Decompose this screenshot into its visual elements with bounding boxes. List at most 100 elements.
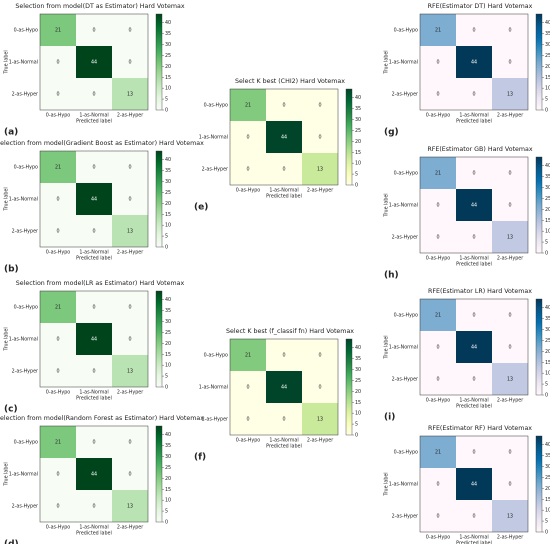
- x-axis-label: Predicted label: [76, 256, 112, 262]
- colorbar-tick-label: 0: [545, 108, 548, 114]
- y-tick-label: 2-as-Hyper: [202, 167, 228, 173]
- heatmap-cell: [112, 46, 148, 78]
- heatmap-cell: [76, 46, 112, 78]
- cell-label: 0: [472, 235, 475, 241]
- x-tick-label: 0-as-Hypo: [236, 188, 260, 194]
- cell-label: 21: [245, 103, 251, 109]
- plot-frame: [229, 338, 339, 436]
- cell-label: 0: [56, 229, 59, 235]
- heatmap-cell: [40, 323, 76, 355]
- cell-label: 0: [472, 28, 475, 34]
- x-axis-label: Predicted label: [266, 194, 302, 200]
- colorbar-tick-label: 0: [165, 385, 168, 391]
- cell-label: 0: [508, 203, 511, 209]
- heatmap-cell: [492, 468, 528, 500]
- colorbar-tick-label: 40: [545, 20, 550, 26]
- heatmap-cell: [302, 89, 338, 121]
- cell-label: 0: [128, 440, 131, 446]
- cell-label: 0: [508, 313, 511, 319]
- y-tick-label: 0-as-Hypo: [394, 171, 418, 177]
- heatmap-cell: [112, 183, 148, 215]
- heatmap-cell: [420, 78, 456, 110]
- colorbar-tick-label: 40: [545, 305, 550, 311]
- cell-label: 0: [246, 135, 249, 141]
- cell-label: 0: [92, 165, 95, 171]
- colorbar-tick-label: 30: [355, 367, 361, 373]
- panel-label: (a): [4, 128, 18, 138]
- x-axis-label: Predicted label: [456, 541, 492, 544]
- x-tick-label: 0-as-Hypo: [236, 438, 260, 444]
- colorbar-tick-label: 30: [165, 319, 171, 325]
- heatmap-cell: [456, 436, 492, 468]
- cell-label: 0: [246, 417, 249, 423]
- y-tick-label: 1-as-Normal: [9, 472, 38, 478]
- x-tick-label: 2-as-Hyper: [117, 113, 143, 119]
- heatmap-cell: [76, 458, 112, 490]
- cell-label: 0: [508, 28, 511, 34]
- cell-label: 21: [435, 171, 441, 177]
- colorbar-tick-label: 5: [545, 519, 548, 525]
- panel: Select K best (CHI2) Hard Votemax 21 0 0 0 44…: [194, 78, 361, 213]
- colorbar-tick-label: 35: [545, 31, 550, 37]
- colorbar: [345, 88, 353, 186]
- colorbar-tick-label: 25: [165, 330, 171, 336]
- x-tick-label: 1-as-Normal: [79, 113, 108, 119]
- x-axis-label: Predicted label: [76, 531, 112, 537]
- heatmap-cell: [420, 436, 456, 468]
- heatmap-cell: [456, 331, 492, 363]
- colorbar-tick-label: 0: [545, 530, 548, 536]
- cell-label: 0: [436, 377, 439, 383]
- cell-label: 13: [507, 377, 513, 383]
- colorbar-tick-label: 25: [545, 338, 550, 344]
- panel-label: (i): [384, 413, 395, 423]
- colorbar-tick-label: 25: [355, 128, 361, 134]
- heatmap-cell: [302, 121, 338, 153]
- x-tick-label: 0-as-Hypo: [46, 250, 70, 256]
- x-tick-label: 0-as-Hypo: [426, 398, 450, 404]
- cell-label: 13: [127, 229, 133, 235]
- cell-label: 0: [92, 92, 95, 98]
- colorbar-tick-label: 40: [165, 297, 171, 303]
- colorbar-tick-label: 15: [545, 218, 550, 224]
- colorbar-tick-label: 5: [545, 97, 548, 103]
- heatmap-cell: [492, 436, 528, 468]
- cell-label: 0: [56, 472, 59, 478]
- colorbar-tick-label: 30: [545, 327, 550, 333]
- x-tick-label: 2-as-Hyper: [117, 250, 143, 256]
- colorbar-tick-label: 20: [165, 476, 171, 482]
- cell-label: 44: [91, 197, 97, 203]
- cell-label: 21: [55, 440, 61, 446]
- colorbar-tick-label: 40: [355, 345, 361, 351]
- colorbar: [535, 156, 543, 254]
- heatmap-cell: [492, 500, 528, 532]
- cell-label: 21: [435, 450, 441, 456]
- cell-label: 0: [92, 305, 95, 311]
- heatmap-cell: [112, 323, 148, 355]
- chart-title: Selection from model(Random Forest as Es…: [0, 415, 204, 422]
- y-tick-label: 0-as-Hypo: [394, 450, 418, 456]
- plot-frame: [39, 425, 149, 523]
- colorbar-tick-label: 15: [165, 352, 171, 358]
- colorbar-tick-label: 10: [545, 86, 550, 92]
- colorbar-tick-label: 35: [545, 174, 550, 180]
- y-tick-label: 0-as-Hypo: [14, 440, 38, 446]
- heatmap-cell: [230, 89, 266, 121]
- colorbar: [535, 298, 543, 396]
- plot-frame: [39, 290, 149, 388]
- colorbar-tick-label: 25: [165, 190, 171, 196]
- colorbar-tick-label: 40: [545, 163, 550, 169]
- cell-label: 21: [245, 353, 251, 359]
- colorbar-tick-label: 10: [545, 371, 550, 377]
- colorbar-tick-label: 30: [545, 185, 550, 191]
- heatmap-cell: [40, 78, 76, 110]
- panel-label: (c): [4, 405, 18, 415]
- heatmap-cell: [492, 78, 528, 110]
- chart-title: Select K best (f_classif fn) Hard Votema…: [226, 328, 354, 335]
- colorbar-tick-label: 35: [165, 168, 171, 174]
- colorbar-tick-label: 20: [165, 64, 171, 70]
- y-tick-label: 1-as-Normal: [9, 337, 38, 343]
- colorbar-tick-label: 40: [545, 442, 550, 448]
- colorbar-tick-label: 35: [355, 356, 361, 362]
- colorbar-tick-label: 10: [355, 161, 361, 167]
- colorbar-tick-label: 25: [165, 53, 171, 59]
